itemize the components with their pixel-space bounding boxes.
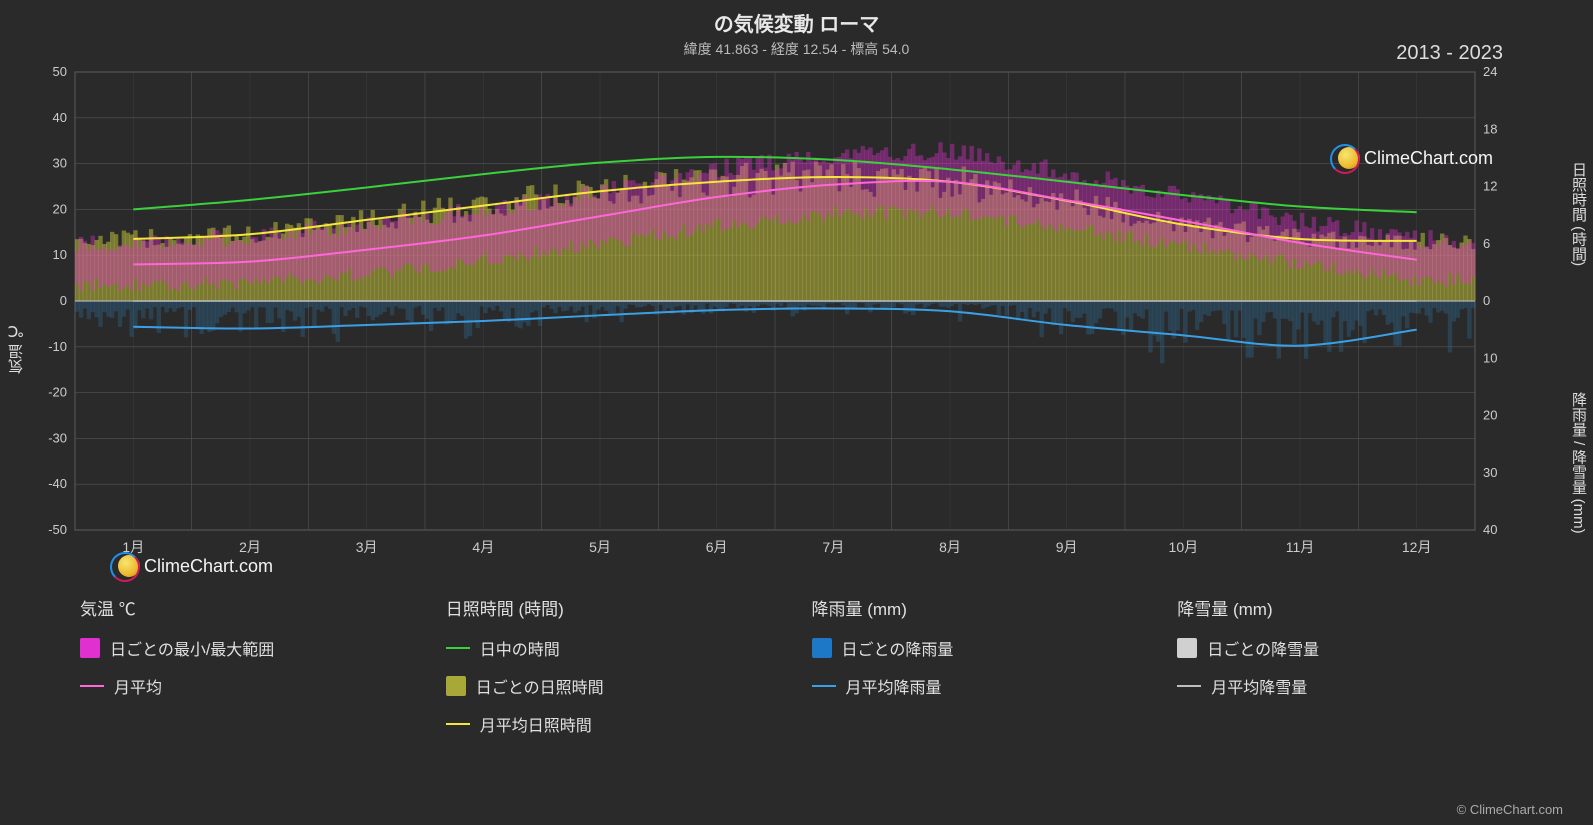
chart-title: の気候変動 ローマ <box>0 0 1593 37</box>
legend-line <box>446 647 470 649</box>
svg-text:6月: 6月 <box>706 539 728 555</box>
svg-text:24: 24 <box>1483 64 1497 79</box>
legend-swatch <box>1177 638 1197 658</box>
svg-text:5月: 5月 <box>589 539 611 555</box>
svg-text:0: 0 <box>1483 293 1490 308</box>
svg-text:7月: 7月 <box>822 539 844 555</box>
legend-label: 月平均日照時間 <box>480 712 592 736</box>
svg-text:30: 30 <box>53 156 67 171</box>
legend-item: 日ごとの日照時間 <box>446 674 812 698</box>
chart-subtitle: 緯度 41.863 - 経度 12.54 - 標高 54.0 <box>0 37 1593 59</box>
legend-label: 月平均降雪量 <box>1211 674 1307 698</box>
svg-text:9月: 9月 <box>1056 539 1078 555</box>
footer-credit: © ClimeChart.com <box>1457 802 1563 817</box>
legend-swatch <box>80 638 100 658</box>
legend-line <box>446 723 470 725</box>
svg-text:0: 0 <box>60 293 67 308</box>
svg-text:20: 20 <box>1483 408 1497 423</box>
svg-text:-50: -50 <box>48 522 67 537</box>
legend-col-snow: 降雪量 (mm) 日ごとの降雪量月平均降雪量 <box>1177 595 1543 736</box>
svg-text:20: 20 <box>53 201 67 216</box>
legend-header: 降雨量 (mm) <box>812 595 1178 620</box>
svg-text:3月: 3月 <box>356 539 378 555</box>
legend-label: 日ごとの最小/最大範囲 <box>110 636 274 660</box>
legend-item: 月平均降雨量 <box>812 674 1178 698</box>
legend-line <box>1177 685 1201 687</box>
legend-label: 日ごとの降雪量 <box>1207 636 1319 660</box>
legend-item: 月平均降雪量 <box>1177 674 1543 698</box>
legend-label: 日ごとの降雨量 <box>842 636 954 660</box>
svg-text:-10: -10 <box>48 339 67 354</box>
legend-label: 日中の時間 <box>480 636 560 660</box>
svg-text:30: 30 <box>1483 465 1497 480</box>
legend-item: 月平均 <box>80 674 446 698</box>
legend-col-sun: 日照時間 (時間) 日中の時間日ごとの日照時間月平均日照時間 <box>446 595 812 736</box>
svg-text:-40: -40 <box>48 476 67 491</box>
legend-label: 日ごとの日照時間 <box>476 674 604 698</box>
legend-swatch <box>446 676 466 696</box>
logo-text: ClimeChart.com <box>144 556 273 577</box>
svg-text:10月: 10月 <box>1169 539 1199 555</box>
legend-col-rain: 降雨量 (mm) 日ごとの降雨量月平均降雨量 <box>812 595 1178 736</box>
chart-area: 気温 ℃ 日照時間 (時間) 降雨量 / 降雪量 (mm) -50-40-30-… <box>0 62 1593 592</box>
legend-item: 日中の時間 <box>446 636 812 660</box>
legend-line <box>812 685 836 687</box>
legend-item: 日ごとの降雪量 <box>1177 636 1543 660</box>
legend-swatch <box>812 638 832 658</box>
legend-label: 月平均 <box>114 674 162 698</box>
legend-line <box>80 685 104 687</box>
legend-col-temp: 気温 ℃ 日ごとの最小/最大範囲月平均 <box>80 595 446 736</box>
svg-text:-30: -30 <box>48 430 67 445</box>
logo-text: ClimeChart.com <box>1364 148 1493 169</box>
svg-text:40: 40 <box>53 110 67 125</box>
svg-text:10: 10 <box>53 247 67 262</box>
legend-item: 日ごとの最小/最大範囲 <box>80 636 446 660</box>
svg-text:50: 50 <box>53 64 67 79</box>
svg-text:6: 6 <box>1483 236 1490 251</box>
svg-text:11月: 11月 <box>1286 539 1315 555</box>
legend-header: 気温 ℃ <box>80 595 446 620</box>
svg-text:8月: 8月 <box>939 539 961 555</box>
chart-svg: -50 -40 -30 -20 -10 0 10 20 30 40 50 0 6 12 18 24 10 20 30… <box>0 62 1593 592</box>
svg-text:12月: 12月 <box>1402 539 1432 555</box>
legend-header: 日照時間 (時間) <box>446 595 812 620</box>
legend-header: 降雪量 (mm) <box>1177 595 1543 620</box>
svg-text:18: 18 <box>1483 121 1497 136</box>
legend-item: 月平均日照時間 <box>446 712 812 736</box>
legend-item: 日ごとの降雨量 <box>812 636 1178 660</box>
svg-text:4月: 4月 <box>472 539 494 555</box>
svg-text:12: 12 <box>1483 179 1497 194</box>
svg-text:-20: -20 <box>48 385 67 400</box>
legend-label: 月平均降雨量 <box>846 674 942 698</box>
logo-watermark-top: ClimeChart.com <box>1330 144 1493 177</box>
legend: 気温 ℃ 日ごとの最小/最大範囲月平均 日照時間 (時間) 日中の時間日ごとの日… <box>80 595 1543 736</box>
logo-watermark-bottom: ClimeChart.com <box>110 552 273 585</box>
svg-text:40: 40 <box>1483 522 1497 537</box>
svg-text:10: 10 <box>1483 350 1497 365</box>
